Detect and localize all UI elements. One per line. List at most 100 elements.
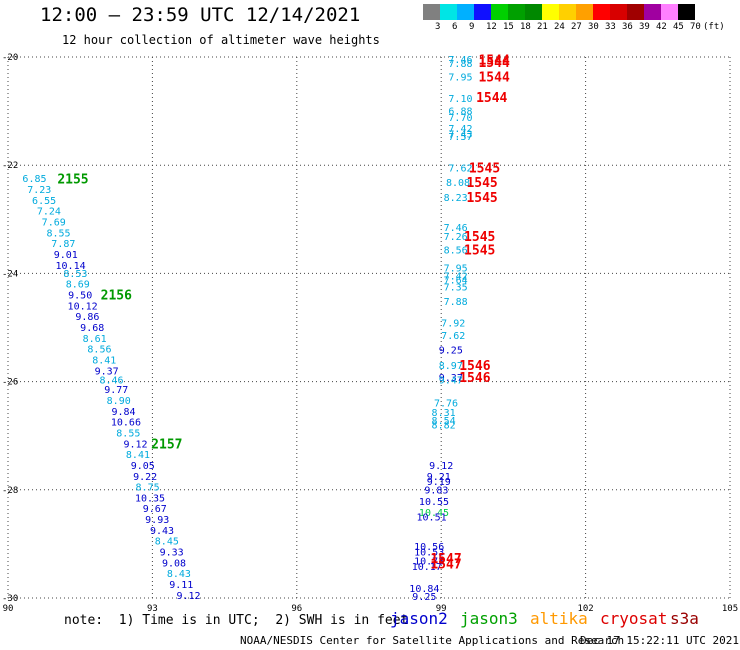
wave-label: 1545 [464,244,495,259]
scale-swatch [610,4,627,20]
wave-label: 2155 [57,172,88,187]
wave-label: 9.86 [75,312,99,323]
wave-label: 6.88 [448,107,472,118]
legend-item-cryosat: cryosat [600,609,668,628]
wave-label: 9.93 [145,515,169,526]
scale-label: 27 [571,22,582,32]
wave-label: 1544 [476,91,507,106]
wave-label: 9.11 [169,580,193,591]
wave-label: 7.88 [444,297,468,308]
wave-label: 7.76 [434,399,458,410]
wave-label: 9.12 [124,439,148,450]
wave-label: 10.56 [414,542,444,553]
scale-label: 36 [622,22,633,32]
wave-label: 7.43 [448,129,472,140]
y-tick-label: -20 [2,53,18,63]
x-tick-label: 90 [3,604,14,614]
wave-label: 10.14 [56,261,86,272]
y-tick-label: -22 [2,161,18,171]
wave-label: 8.75 [136,483,160,494]
scale-label: 70 [690,22,701,32]
wave-label: 9.12 [176,591,200,602]
wave-label: 7.23 [27,185,51,196]
color-scale-bar [423,4,695,22]
wave-label: 7.42 [444,272,468,283]
wave-label: 10.12 [68,301,98,312]
wave-label: 1545 [466,191,497,206]
scale-label: 33 [605,22,616,32]
wave-label: 7.26 [444,232,468,243]
wave-label: 8.55 [46,228,70,239]
wave-label: 8.45 [155,537,179,548]
wave-label: 1544 [478,71,509,86]
wave-label: 7.64 [444,275,468,286]
legend-item-altika: altika [530,609,588,628]
wave-label: 8.61 [83,334,107,345]
scale-label: 6 [452,22,458,32]
wave-label: 9.25 [412,592,436,603]
scale-swatch [627,4,644,20]
wave-label: 8.08 [446,178,470,189]
grid-lines [7,56,731,599]
y-tick-label: -28 [2,486,18,496]
scale-label: 24 [554,22,565,32]
wave-label: 8.90 [107,396,131,407]
footer-credit: NOAA/NESDIS Center for Satellite Applica… [240,634,625,647]
wave-label: 8.31 [432,408,456,419]
scale-label: 45 [673,22,684,32]
footnote: note: 1) Time is in UTC; 2) SWH is in fe… [64,613,409,628]
wave-label: 9.05 [131,461,155,472]
x-tick-label: 96 [291,604,302,614]
wave-label: 8.53 [63,269,87,280]
x-tick-label: 99 [436,604,447,614]
wave-label: 10.51 [417,512,447,523]
wave-label: 7.35 [444,282,468,293]
wave-label: 9.68 [80,323,104,334]
wave-label: 9.08 [162,558,186,569]
wave-label: 7.87 [51,239,75,250]
wave-label: 7.95 [444,263,468,274]
scale-swatch [678,4,695,20]
wave-label: 9.22 [133,472,157,483]
scale-label: 9 [469,22,475,32]
wave-label: 9.25 [439,346,463,357]
wave-label: 7.95 [448,73,472,84]
wave-label: 7.69 [42,218,66,229]
wave-label: 9.33 [160,548,184,559]
wave-label: 8.56 [87,345,111,356]
x-tick-label: 105 [722,604,738,614]
wave-label: 7.70 [448,113,472,124]
y-tick-label: -30 [2,594,18,604]
wave-label: 9.83 [424,485,448,496]
scale-swatch [440,4,457,20]
wave-label: 9.19 [427,477,451,488]
wave-label: 10.84 [409,584,439,595]
scale-swatch [491,4,508,20]
wave-label: 7.62 [441,331,465,342]
wave-label: 9.84 [111,407,135,418]
scale-unit: (ft) [703,22,725,32]
wave-label: 7.88 [448,59,472,70]
wave-label: 10.73 [414,557,444,568]
wave-label: 1545 [466,176,497,191]
scale-swatch [457,4,474,20]
wave-label: 6.85 [22,174,46,185]
wave-label: 10.55 [419,497,449,508]
wave-label: 7.42 [448,124,472,135]
scale-swatch [474,4,491,20]
wave-label: 8.41 [126,450,150,461]
scale-swatch [525,4,542,20]
wave-height-labels: 7.467.887.957.106.887.707.427.437.577.62… [22,53,510,603]
wave-label: 7.46 [444,223,468,234]
wave-label: 7.10 [448,94,472,105]
wave-label: 9.37 [439,373,463,384]
wave-label: 9.67 [143,504,167,515]
wave-label: 2156 [101,289,132,304]
wave-label: 7.92 [441,319,465,330]
scale-swatch [508,4,525,20]
wave-label: 1546 [459,359,490,374]
wave-label: 1545 [469,161,500,176]
scale-label: 39 [639,22,650,32]
wave-label: 7.24 [37,207,61,218]
